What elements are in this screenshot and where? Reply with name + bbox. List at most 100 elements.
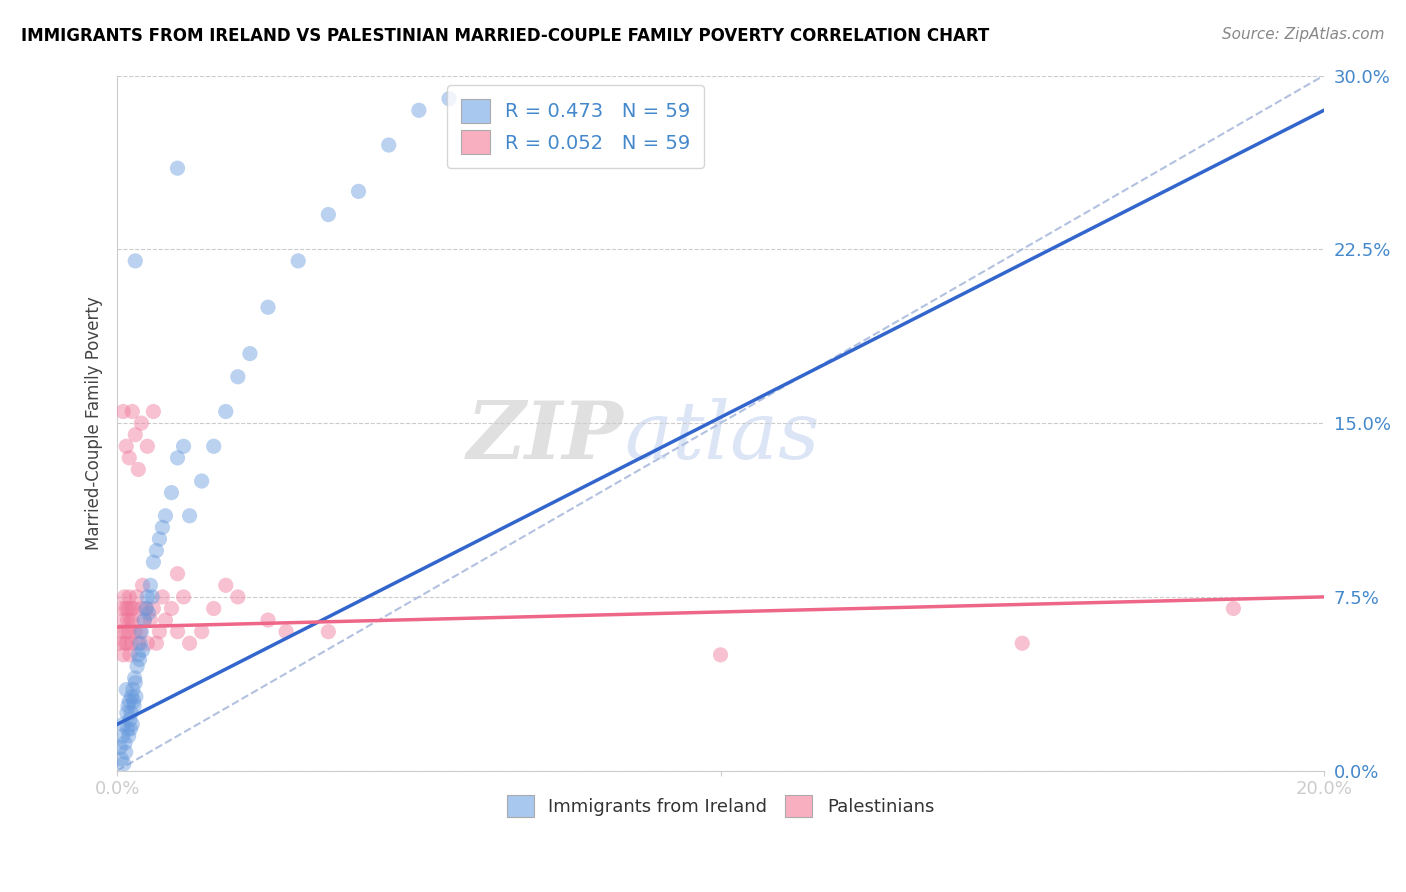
Point	[226, 590, 249, 604]
Point	[122, 694, 145, 708]
Point	[709, 648, 731, 662]
Point	[110, 752, 132, 766]
Point	[124, 427, 146, 442]
Point	[112, 590, 135, 604]
Point	[202, 601, 225, 615]
Point	[1011, 636, 1033, 650]
Point	[226, 369, 249, 384]
Point	[114, 636, 136, 650]
Point	[111, 729, 134, 743]
Y-axis label: Married-Couple Family Poverty: Married-Couple Family Poverty	[86, 296, 103, 550]
Point	[318, 624, 340, 639]
Point	[139, 613, 162, 627]
Point	[136, 636, 159, 650]
Point	[112, 613, 135, 627]
Point	[111, 601, 134, 615]
Text: atlas: atlas	[624, 398, 820, 475]
Point	[115, 706, 138, 720]
Point	[120, 601, 142, 615]
Point	[257, 613, 280, 627]
Point	[127, 636, 149, 650]
Point	[108, 636, 131, 650]
Point	[190, 624, 212, 639]
Point	[114, 745, 136, 759]
Point	[134, 613, 156, 627]
Point	[179, 636, 201, 650]
Point	[131, 624, 153, 639]
Point	[120, 613, 142, 627]
Point	[377, 138, 399, 153]
Point	[179, 508, 201, 523]
Point	[122, 698, 145, 713]
Point	[117, 698, 139, 713]
Point	[121, 690, 143, 704]
Point	[115, 601, 138, 615]
Point	[117, 613, 139, 627]
Point	[152, 590, 174, 604]
Point	[112, 648, 135, 662]
Text: Source: ZipAtlas.com: Source: ZipAtlas.com	[1222, 27, 1385, 42]
Point	[145, 543, 167, 558]
Point	[127, 659, 149, 673]
Point	[138, 606, 160, 620]
Point	[437, 92, 460, 106]
Point	[118, 624, 141, 639]
Point	[148, 532, 170, 546]
Point	[121, 636, 143, 650]
Point	[112, 717, 135, 731]
Point	[173, 439, 195, 453]
Point	[408, 103, 430, 118]
Point	[118, 648, 141, 662]
Point	[135, 601, 157, 615]
Point	[112, 404, 135, 418]
Point	[124, 253, 146, 268]
Point	[136, 590, 159, 604]
Point	[118, 590, 141, 604]
Point	[148, 624, 170, 639]
Point	[134, 613, 156, 627]
Point	[347, 185, 370, 199]
Point	[129, 636, 152, 650]
Point	[215, 404, 238, 418]
Point	[118, 694, 141, 708]
Point	[190, 474, 212, 488]
Point	[114, 624, 136, 639]
Point	[122, 682, 145, 697]
Point	[155, 613, 177, 627]
Point	[131, 601, 153, 615]
Point	[145, 636, 167, 650]
Point	[142, 601, 165, 615]
Point	[257, 300, 280, 314]
Point	[120, 706, 142, 720]
Point	[318, 208, 340, 222]
Point	[120, 722, 142, 736]
Point	[115, 682, 138, 697]
Point	[155, 508, 177, 523]
Point	[142, 404, 165, 418]
Point	[160, 485, 183, 500]
Point	[115, 439, 138, 453]
Point	[121, 404, 143, 418]
Point	[173, 590, 195, 604]
Point	[136, 439, 159, 453]
Point	[117, 601, 139, 615]
Point	[160, 601, 183, 615]
Text: ZIP: ZIP	[467, 398, 624, 475]
Point	[131, 578, 153, 592]
Point	[166, 624, 188, 639]
Point	[118, 450, 141, 465]
Text: IMMIGRANTS FROM IRELAND VS PALESTINIAN MARRIED-COUPLE FAMILY POVERTY CORRELATION: IMMIGRANTS FROM IRELAND VS PALESTINIAN M…	[21, 27, 990, 45]
Point	[121, 717, 143, 731]
Point	[117, 722, 139, 736]
Point	[122, 601, 145, 615]
Point	[215, 578, 238, 592]
Point	[118, 729, 141, 743]
Point	[110, 624, 132, 639]
Point	[125, 590, 148, 604]
Point	[141, 590, 163, 604]
Point	[124, 675, 146, 690]
Point	[129, 624, 152, 639]
Point	[112, 756, 135, 771]
Point	[166, 161, 188, 176]
Point	[124, 624, 146, 639]
